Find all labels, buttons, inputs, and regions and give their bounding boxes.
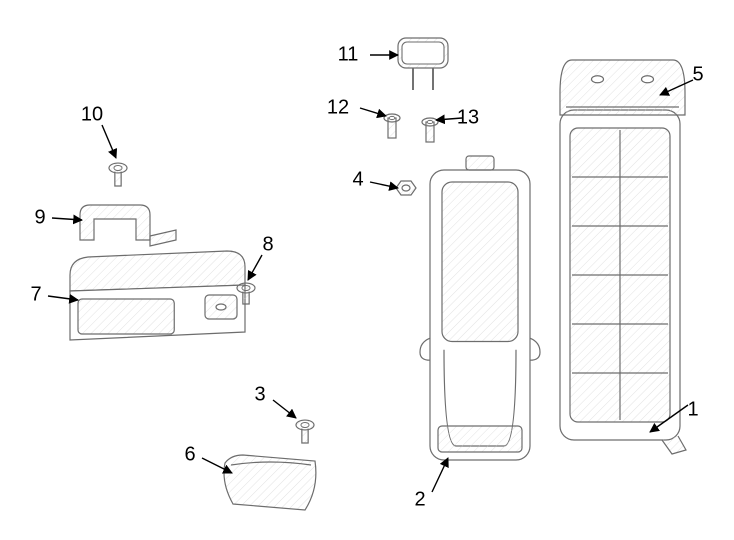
callout-label-1: 1 xyxy=(687,398,698,420)
callout-arrow-4 xyxy=(370,182,398,188)
callout-label-13: 13 xyxy=(457,106,479,128)
callout-label-8: 8 xyxy=(262,233,273,255)
callout-arrow-2 xyxy=(432,458,448,492)
callout-arrow-12 xyxy=(360,108,386,116)
callout-label-11: 11 xyxy=(338,43,359,65)
callout-arrow-10 xyxy=(102,125,116,158)
callout-label-3: 3 xyxy=(254,383,265,405)
callout-arrow-9 xyxy=(52,218,82,220)
callout-label-10: 10 xyxy=(81,103,103,125)
callout-arrow-8 xyxy=(248,255,262,280)
callout-label-7: 7 xyxy=(30,283,41,305)
callout-label-12: 12 xyxy=(327,96,349,118)
callout-label-2: 2 xyxy=(414,488,425,510)
callout-label-5: 5 xyxy=(692,63,703,85)
callout-label-4: 4 xyxy=(352,168,363,190)
callout-label-6: 6 xyxy=(184,443,195,465)
callout-arrow-3 xyxy=(273,400,296,418)
callout-label-9: 9 xyxy=(34,206,45,228)
